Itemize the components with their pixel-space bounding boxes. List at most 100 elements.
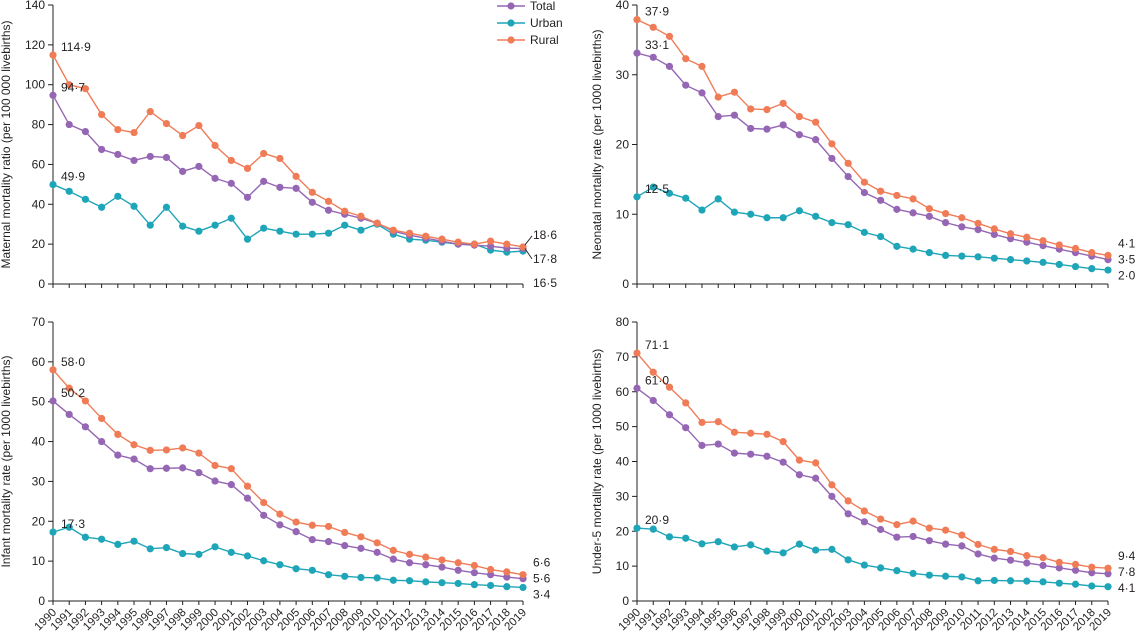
data-point-total: [260, 511, 268, 519]
data-point-urban: [276, 227, 284, 235]
legend-entry-urban: Urban: [497, 16, 563, 30]
data-point-urban: [925, 571, 933, 579]
data-point-urban: [1006, 577, 1015, 585]
data-point-rural: [730, 88, 739, 96]
data-point-urban: [146, 221, 154, 229]
data-point-rural: [941, 526, 950, 534]
y-tick-label: 10: [32, 554, 46, 568]
data-point-rural: [795, 113, 804, 121]
data-point-urban: [682, 534, 690, 542]
data-point-total: [276, 521, 284, 529]
series-line-total: [52, 94, 524, 250]
data-point-rural: [373, 219, 381, 227]
data-point-rural: [276, 510, 284, 518]
y-axis-label: Neonatal mortality rate (per 1000 livebi…: [590, 29, 604, 259]
data-point-urban: [324, 229, 333, 237]
data-point-rural: [1039, 554, 1047, 562]
data-point-total: [454, 566, 462, 574]
data-label-1990: 94·7: [61, 80, 85, 94]
data-point-total: [65, 410, 73, 419]
data-point-rural: [162, 446, 171, 454]
legend-label-urban: Urban: [530, 16, 563, 30]
data-point-total: [877, 196, 885, 204]
data-point-total: [308, 536, 316, 544]
y-tick-label: 50: [616, 420, 630, 434]
data-point-rural: [990, 545, 998, 553]
data-point-urban: [860, 228, 868, 236]
infant-mortality-chart: 0 10 20 30 40 50 60 70 Infant mortality rate (pe…: [0, 315, 551, 633]
data-point-rural: [682, 399, 690, 407]
data-point-total: [1023, 559, 1031, 567]
data-point-rural: [114, 430, 122, 438]
data-point-urban: [682, 194, 690, 202]
data-point-rural: [730, 428, 739, 436]
data-point-rural: [422, 553, 430, 561]
data-point-rural: [292, 518, 300, 526]
data-point-total: [795, 131, 804, 139]
data-point-total: [747, 124, 755, 133]
y-tick-label: 0: [622, 277, 629, 291]
data-point-rural: [893, 191, 901, 200]
data-point-urban: [486, 581, 495, 590]
data-point-rural: [1023, 233, 1031, 241]
data-point-total: [828, 154, 836, 163]
data-point-urban: [1071, 580, 1080, 588]
data-point-total: [49, 397, 57, 405]
data-point-rural: [438, 235, 446, 243]
data-label-1990: 71·1: [645, 338, 669, 352]
y-tick-label: 0: [38, 594, 45, 608]
data-point-total: [844, 510, 852, 518]
data-point-rural: [81, 397, 90, 405]
data-point-urban: [698, 206, 706, 214]
data-point-rural: [470, 240, 478, 248]
y-tick-label: 80: [32, 118, 46, 132]
data-point-rural: [844, 159, 852, 167]
data-label-2019: 5·6: [533, 572, 551, 586]
data-point-rural: [860, 178, 868, 186]
data-point-rural: [162, 119, 171, 128]
data-point-rural: [633, 349, 641, 357]
data-point-rural: [227, 156, 235, 165]
data-label-2019: 6·6: [533, 556, 551, 570]
data-point-total: [1006, 556, 1015, 564]
data-point-rural: [763, 430, 771, 438]
data-point-rural: [243, 164, 252, 173]
data-label-1990: 50·2: [61, 386, 85, 400]
data-point-rural: [130, 128, 138, 137]
data-point-urban: [65, 187, 73, 195]
data-point-total: [990, 230, 998, 239]
data-point-rural: [1104, 564, 1112, 572]
series-line-urban: [636, 186, 1109, 271]
legend-entry-total: Total: [497, 0, 555, 13]
data-point-urban: [130, 537, 138, 545]
data-point-rural: [503, 568, 511, 576]
data-point-urban: [941, 572, 950, 580]
data-point-urban: [146, 545, 154, 553]
legend-entry-rural: Rural: [497, 33, 559, 47]
data-point-rural: [1071, 560, 1080, 568]
data-point-rural: [146, 446, 154, 454]
data-point-urban: [227, 548, 235, 556]
data-label-2019: 7·8: [1118, 565, 1136, 579]
data-point-total: [373, 548, 381, 556]
data-point-total: [714, 113, 722, 121]
data-label-1990: 49·9: [61, 170, 85, 184]
data-point-urban: [958, 573, 966, 581]
data-point-urban: [698, 540, 706, 548]
data-point-rural: [925, 205, 933, 213]
data-point-total: [665, 62, 674, 70]
data-point-total: [162, 464, 171, 472]
y-tick-label: 30: [616, 489, 630, 503]
data-label-2019: 9·4: [1118, 549, 1136, 563]
data-point-total: [292, 528, 300, 536]
data-point-urban: [227, 214, 235, 222]
data-label-2019: 18·6: [533, 228, 557, 242]
data-point-rural: [503, 240, 511, 248]
data-point-rural: [49, 366, 57, 374]
data-point-rural: [49, 51, 57, 59]
data-point-rural: [211, 141, 219, 150]
data-label-1990: 17·3: [61, 517, 85, 531]
data-point-rural: [665, 32, 674, 40]
data-point-rural: [698, 418, 706, 427]
data-point-total: [649, 53, 657, 61]
